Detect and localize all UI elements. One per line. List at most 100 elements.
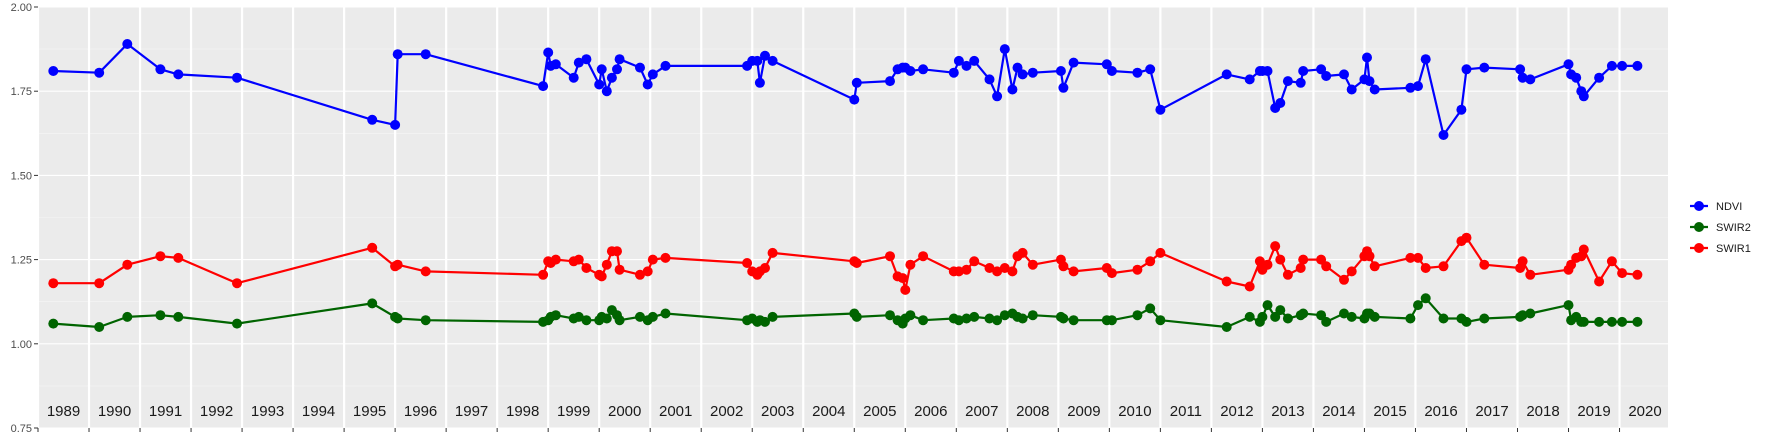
data-point <box>642 266 653 277</box>
data-point <box>1155 247 1166 258</box>
data-point <box>1275 254 1286 265</box>
data-point <box>742 258 753 268</box>
data-point <box>1254 256 1265 267</box>
data-point <box>1517 256 1528 267</box>
data-point <box>155 64 166 75</box>
data-point <box>1068 315 1079 326</box>
data-point <box>1012 62 1023 73</box>
legend-item-swir1: SWIR1 <box>1690 243 1751 255</box>
data-point <box>905 66 916 76</box>
data-point <box>885 310 895 321</box>
year-label: 2015 <box>1373 403 1406 420</box>
year-label: 1995 <box>353 403 386 420</box>
data-point <box>1221 276 1232 287</box>
data-point <box>1027 67 1038 78</box>
data-point <box>155 310 166 321</box>
data-point <box>999 263 1010 273</box>
data-point <box>1244 281 1255 292</box>
data-point <box>367 298 378 309</box>
year-label: 2018 <box>1526 403 1559 420</box>
data-point <box>367 114 378 125</box>
data-point <box>1221 69 1232 80</box>
data-point <box>851 311 862 322</box>
data-point <box>905 259 916 270</box>
data-point <box>1438 313 1449 324</box>
data-point <box>1438 261 1449 272</box>
data-point <box>392 313 403 324</box>
data-point <box>1262 66 1273 76</box>
data-point <box>1369 261 1380 272</box>
data-point <box>1517 72 1528 83</box>
data-point <box>94 322 105 332</box>
data-point <box>1282 76 1293 87</box>
data-point <box>1145 256 1156 267</box>
data-point <box>1145 303 1156 314</box>
data-point <box>992 91 1003 102</box>
data-point <box>1106 315 1117 326</box>
data-point <box>232 278 242 289</box>
data-point <box>953 266 964 277</box>
data-point <box>1632 316 1643 327</box>
year-label: 1992 <box>200 403 233 420</box>
data-point <box>1525 269 1536 280</box>
data-point <box>984 263 995 273</box>
data-point <box>392 49 403 60</box>
data-point <box>232 318 242 329</box>
data-point <box>992 315 1003 326</box>
data-point <box>1405 252 1416 263</box>
data-point <box>1594 316 1605 327</box>
year-label: 2012 <box>1220 403 1253 420</box>
data-point <box>1632 269 1643 280</box>
data-point <box>173 252 184 263</box>
data-point <box>1339 308 1349 319</box>
data-point <box>1007 266 1018 277</box>
data-point <box>1068 266 1079 277</box>
data-point <box>596 271 607 282</box>
data-point <box>1017 247 1028 258</box>
data-point <box>48 66 59 76</box>
data-point <box>1017 69 1028 80</box>
data-point <box>173 311 184 322</box>
data-point <box>984 74 995 85</box>
legend-label: SWIR1 <box>1716 243 1751 255</box>
grid-lines <box>36 6 1668 429</box>
data-point <box>390 119 401 130</box>
data-point <box>614 315 625 326</box>
year-label: 1991 <box>149 403 182 420</box>
data-point <box>767 311 778 322</box>
data-point <box>573 57 584 68</box>
data-point <box>1155 104 1166 115</box>
year-label: 2002 <box>710 403 743 420</box>
data-point <box>1563 300 1574 311</box>
data-point <box>601 86 612 97</box>
year-label: 1996 <box>404 403 437 420</box>
data-point <box>660 60 671 71</box>
year-label: 1994 <box>302 403 335 420</box>
data-point <box>94 67 105 78</box>
data-point <box>752 55 763 66</box>
data-point <box>918 315 929 326</box>
data-point <box>1145 64 1156 75</box>
data-point <box>1221 322 1232 332</box>
data-point <box>1456 104 1467 115</box>
data-point <box>550 254 561 265</box>
data-point <box>1413 81 1423 92</box>
data-point <box>1068 57 1079 68</box>
data-point <box>1298 308 1309 319</box>
data-point <box>614 54 625 65</box>
data-point <box>642 79 653 90</box>
data-point <box>1262 259 1273 270</box>
data-point <box>1106 268 1117 279</box>
data-point <box>953 315 964 326</box>
data-point <box>1346 266 1357 277</box>
legend-item-swir2: SWIR2 <box>1690 222 1751 234</box>
legend: NDVI SWIR2 SWIR1 <box>1690 201 1751 255</box>
data-point <box>992 266 1003 277</box>
data-point <box>1594 276 1605 287</box>
data-point <box>1321 261 1332 272</box>
year-labels: 1989 1990 1991 1992 1993 1994 1995 1996 1997 1998… <box>37 403 1662 432</box>
data-point <box>1413 300 1423 311</box>
data-point <box>953 55 964 66</box>
year-label: 1997 <box>455 403 488 420</box>
data-point <box>538 81 549 92</box>
